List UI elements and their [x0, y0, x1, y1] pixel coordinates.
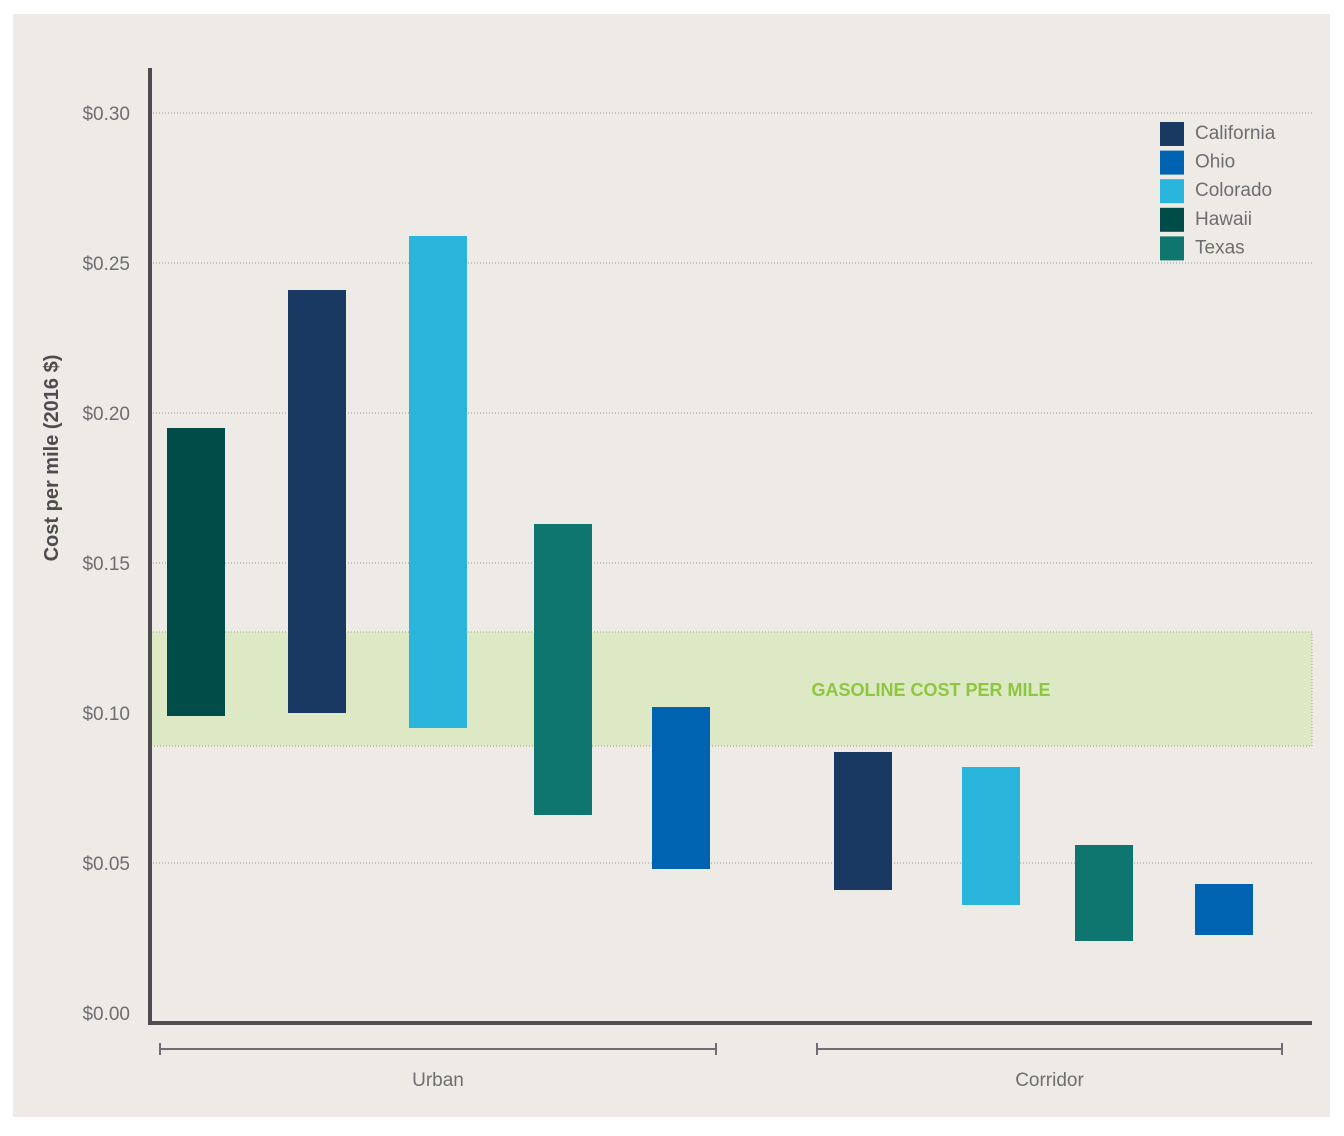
y-axis-label: Cost per mile (2016 $) — [41, 355, 63, 562]
bar-urban-california — [288, 290, 346, 713]
y-tick-label: $0.20 — [82, 404, 130, 425]
group-brackets: Urban Corridor — [159, 1043, 1283, 1091]
legend-label-ohio: Ohio — [1195, 152, 1235, 173]
legend-label-texas: Texas — [1195, 237, 1245, 258]
bar-urban-hawaii — [167, 428, 225, 716]
bar-urban-ohio — [652, 707, 710, 869]
y-tick-label: $0.10 — [82, 704, 130, 725]
bar-urban-texas — [534, 524, 592, 815]
legend-label-colorado: Colorado — [1195, 180, 1272, 201]
gasoline-band-label: GASOLINE COST PER MILE — [811, 680, 1050, 700]
bar-urban-colorado — [409, 236, 467, 728]
bar-corridor-california — [834, 752, 892, 890]
legend-label-california: California — [1195, 123, 1276, 144]
legend-swatch-colorado — [1160, 179, 1184, 204]
legend-swatch-hawaii — [1160, 207, 1184, 232]
y-tick-label: $0.00 — [82, 1004, 130, 1025]
legend: California Ohio Colorado Hawaii Texas — [1160, 122, 1276, 261]
y-tick-labels: $0.30 $0.25 $0.20 $0.15 $0.10 $0.05 $0.00 — [82, 104, 130, 1025]
group-label-urban: Urban — [412, 1070, 464, 1091]
legend-swatch-texas — [1160, 236, 1184, 261]
legend-swatch-california — [1160, 122, 1184, 146]
bars — [167, 236, 1253, 941]
y-tick-label: $0.30 — [82, 104, 130, 125]
group-label-corridor: Corridor — [1015, 1070, 1084, 1091]
bar-corridor-colorado — [962, 767, 1020, 905]
y-tick-label: $0.15 — [82, 554, 130, 575]
axes — [148, 68, 1312, 1025]
legend-label-hawaii: Hawaii — [1195, 209, 1252, 230]
bar-corridor-ohio — [1195, 884, 1253, 935]
bar-corridor-texas — [1075, 845, 1133, 941]
y-tick-label: $0.25 — [82, 254, 130, 275]
legend-swatch-ohio — [1160, 150, 1184, 175]
y-tick-label: $0.05 — [82, 854, 130, 875]
